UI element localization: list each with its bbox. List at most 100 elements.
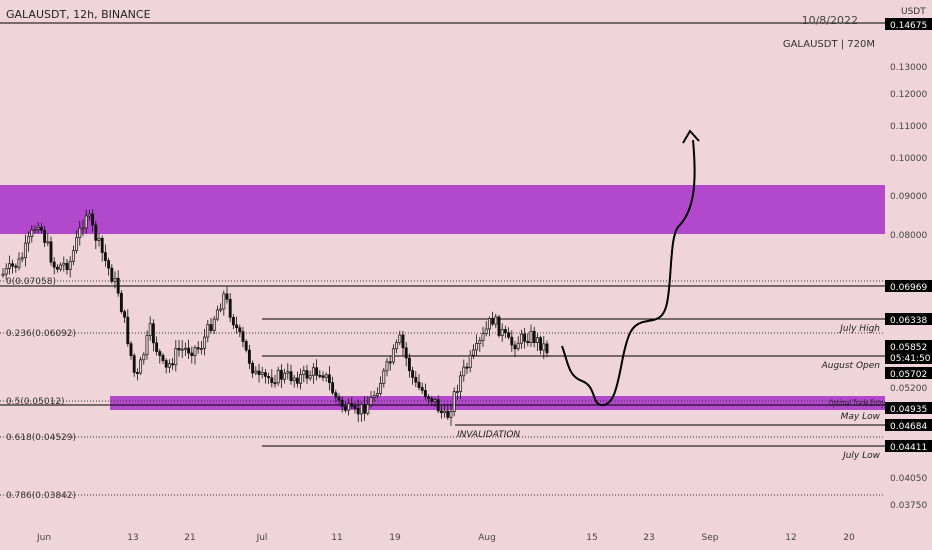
candle-body — [449, 411, 453, 418]
candle-body — [235, 324, 239, 329]
candle-body — [273, 382, 277, 385]
candle-body — [337, 396, 341, 401]
tag-current-price — [885, 340, 932, 364]
candle-body — [417, 381, 421, 388]
key-levels — [0, 285, 885, 447]
candle-body — [302, 370, 306, 375]
candle-body — [27, 236, 31, 244]
tag-04935-text: 0.04935 — [890, 405, 927, 415]
candle-body — [295, 377, 299, 384]
time-label-jun: Jun — [36, 533, 51, 543]
candle-body — [334, 392, 338, 398]
candle-body — [4, 268, 8, 275]
candle-body — [347, 403, 351, 411]
candle-body — [17, 258, 21, 268]
candle-body — [107, 260, 111, 269]
candle-body — [46, 241, 50, 244]
candle-body — [151, 323, 155, 344]
candle-body — [49, 241, 53, 263]
candle-body — [148, 323, 152, 337]
candle-body — [510, 336, 514, 346]
fib-label-0236: 0.236(0.06092) — [6, 329, 76, 339]
candle-body — [196, 347, 200, 350]
candle-body — [174, 348, 178, 366]
candle-body — [324, 374, 328, 378]
candle-body — [385, 361, 389, 372]
candle-body — [350, 403, 354, 407]
candle-body — [471, 349, 475, 356]
time-label-11: 11 — [331, 533, 342, 543]
label-invalidation: INVALIDATION — [457, 430, 520, 440]
candle-body — [254, 370, 258, 374]
candle-body — [84, 215, 88, 229]
candle-body — [180, 348, 184, 351]
candle-body — [65, 262, 69, 270]
time-label-19: 19 — [389, 533, 401, 543]
tag-06338-text: 0.06338 — [890, 316, 927, 326]
candle-body — [507, 332, 511, 338]
fib-label-0: 0(0.07058) — [6, 277, 56, 287]
price-axis: USDT 0.14675 0.13000 0.12000 0.11000 0.1… — [885, 7, 932, 511]
candle-body — [135, 372, 139, 374]
time-label-jul: Jul — [256, 533, 268, 543]
candle-body — [430, 398, 434, 402]
time-label-15: 15 — [586, 533, 597, 543]
candle-body — [433, 399, 437, 402]
tick-011: 0.11000 — [890, 122, 927, 132]
candle-body — [116, 277, 120, 294]
candle-body — [363, 403, 367, 414]
time-label-21: 21 — [184, 533, 195, 543]
tick-009: 0.09000 — [890, 192, 927, 202]
candle-body — [215, 309, 219, 320]
candle-body — [209, 324, 213, 331]
candle-body — [238, 327, 242, 333]
candle-body — [91, 213, 95, 226]
candle-body — [340, 399, 344, 407]
candle-body — [478, 340, 482, 344]
time-label-12: 12 — [785, 533, 796, 543]
currency-label: USDT — [901, 7, 926, 17]
volume-text: GALAUSDT | 720M — [783, 39, 875, 50]
label-may-low: May Low — [841, 412, 881, 422]
candle-body — [244, 341, 248, 351]
candle-body — [311, 367, 315, 376]
candle-body — [513, 344, 517, 350]
candle-body — [247, 349, 251, 364]
candle-body — [388, 361, 392, 364]
candle-body — [30, 229, 34, 237]
tick-00405: 0.04050 — [890, 474, 927, 484]
candle-body — [526, 340, 530, 344]
candle-body — [414, 376, 418, 383]
candle-body — [292, 377, 296, 382]
candle-body — [142, 354, 146, 361]
candle-body — [36, 227, 40, 230]
tag-05702-text: 0.05702 — [890, 370, 927, 380]
tag-04935 — [885, 402, 932, 414]
candle-body — [123, 311, 127, 318]
candle-body — [462, 366, 466, 377]
candle-body — [516, 342, 520, 350]
label-july-high: July High — [838, 324, 880, 334]
candle-body — [436, 399, 440, 412]
candle-body — [500, 329, 504, 336]
fib-label-0618: 0.618(0.04529) — [6, 433, 76, 443]
level-labels: July High August Open Optimal Trade Entr… — [457, 324, 885, 461]
candle-body — [257, 370, 261, 375]
candle-body — [283, 372, 287, 380]
candle-body — [97, 237, 101, 241]
time-label-aug: Aug — [478, 533, 496, 543]
candle-body — [103, 252, 107, 261]
top-price-text: 0.14675 — [890, 21, 927, 31]
date-text: 10/8/2022 — [802, 14, 858, 27]
tag-04684 — [885, 419, 932, 431]
candle-body — [206, 324, 210, 338]
candle-body — [23, 242, 27, 259]
candle-body — [443, 410, 447, 414]
candle-body — [356, 408, 360, 415]
candle-body — [455, 391, 459, 394]
candle-body — [39, 227, 43, 231]
candle-body — [279, 369, 283, 380]
candle-body — [375, 393, 379, 396]
candle-body — [366, 404, 370, 414]
